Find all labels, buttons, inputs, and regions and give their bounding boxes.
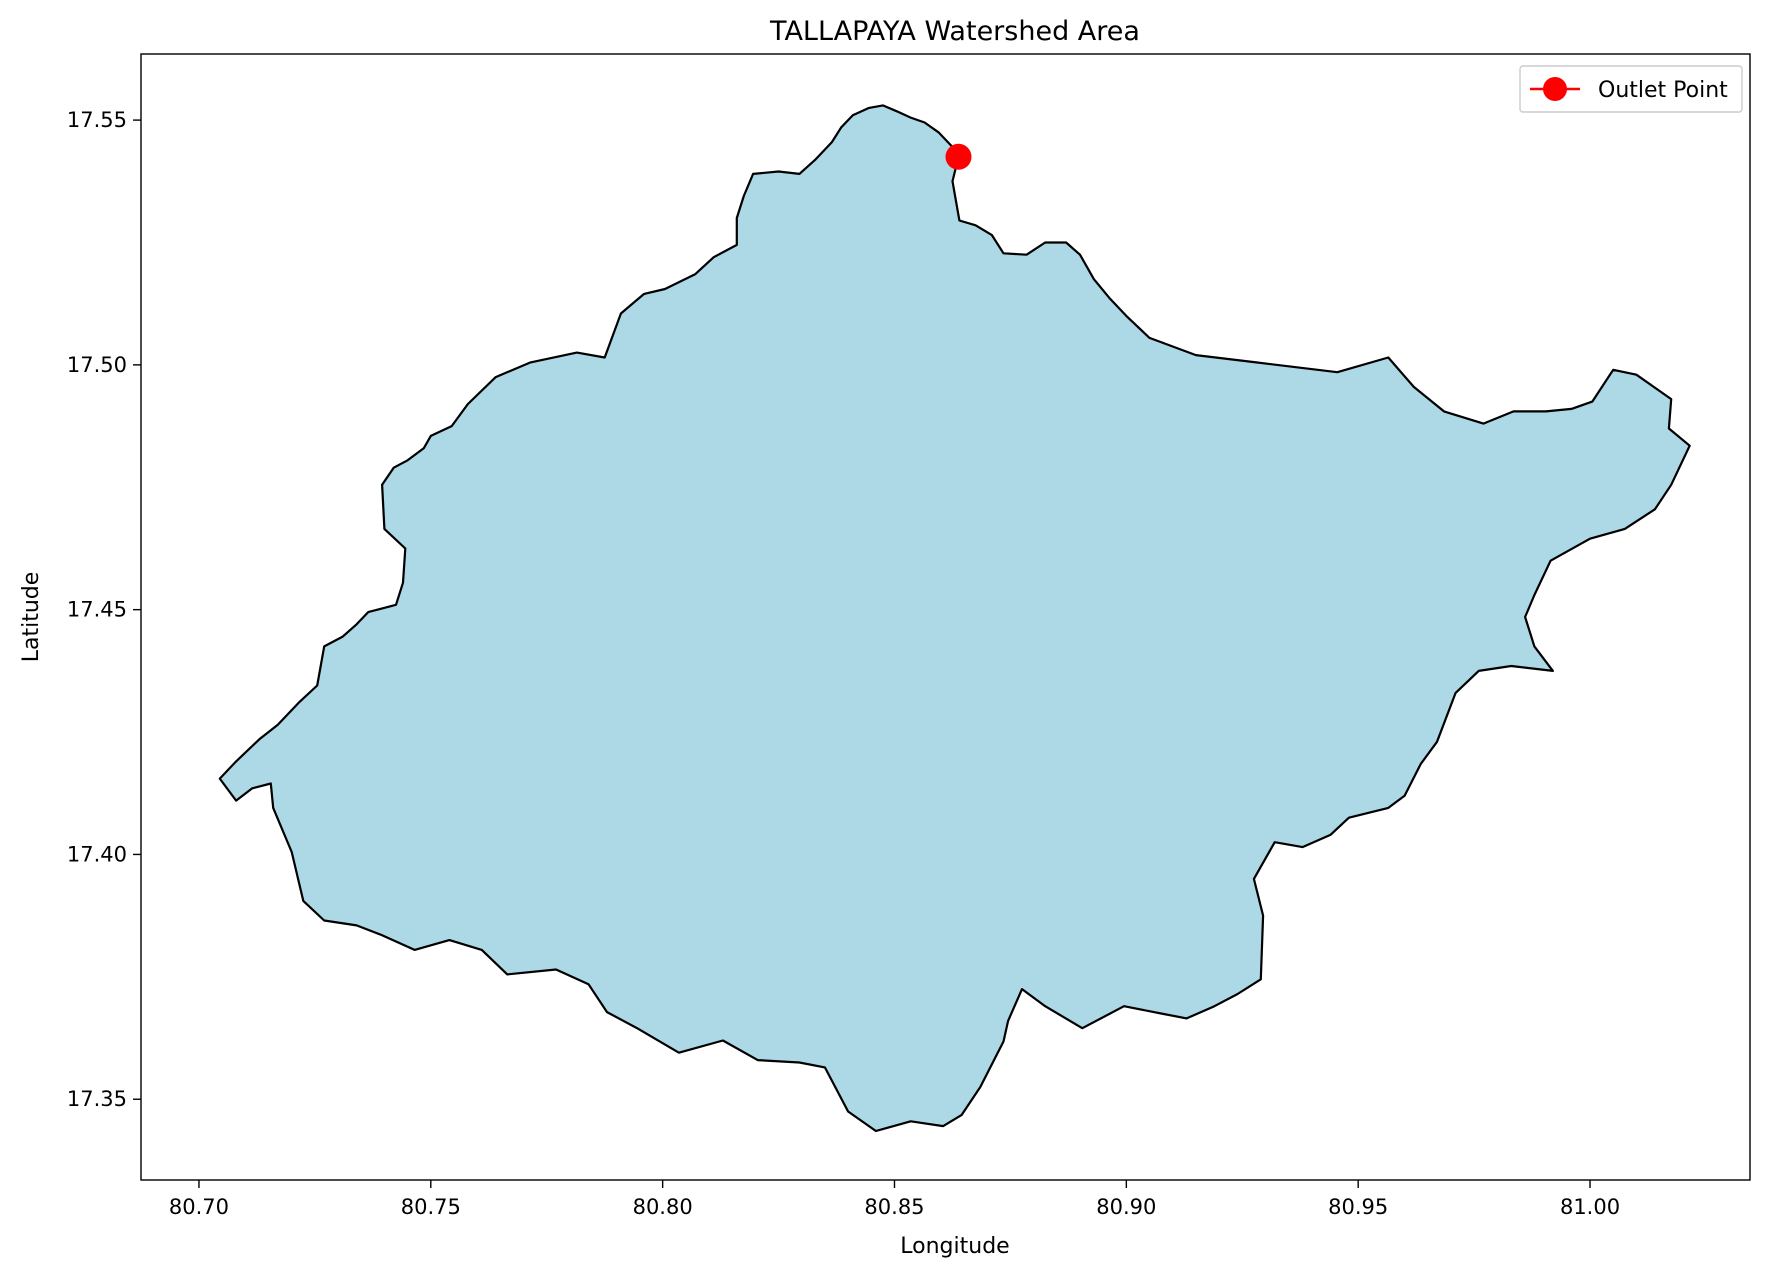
chart-title: TALLAPAYA Watershed Area xyxy=(769,16,1140,47)
y-axis-ticks: 17.35 17.40 17.45 17.50 17.55 xyxy=(67,108,141,1111)
legend-marker-swatch xyxy=(1543,77,1567,101)
watershed-polygon xyxy=(218,104,1691,1133)
x-tick-label: 80.75 xyxy=(401,1195,461,1219)
legend-box xyxy=(1519,65,1743,113)
y-tick-label: 17.35 xyxy=(67,1087,127,1111)
legend: Outlet Point xyxy=(1519,65,1743,113)
x-axis-label: Longitude xyxy=(900,1234,1009,1259)
y-tick-label: 17.40 xyxy=(67,842,127,866)
x-axis-ticks: 80.70 80.75 80.80 80.85 80.90 80.95 81.00 xyxy=(169,1180,1620,1219)
y-axis-label: Latitude xyxy=(19,572,44,663)
outlet-point-marker xyxy=(945,143,972,170)
legend-label-outlet-point: Outlet Point xyxy=(1598,78,1728,103)
x-tick-label: 80.85 xyxy=(864,1195,924,1219)
axes-frame xyxy=(140,53,1751,1181)
y-tick-label: 17.45 xyxy=(67,598,127,622)
y-tick-label: 17.50 xyxy=(67,353,127,377)
x-tick-label: 80.95 xyxy=(1328,1195,1388,1219)
y-tick-label: 17.55 xyxy=(67,108,127,132)
x-tick-label: 80.80 xyxy=(633,1195,693,1219)
x-tick-label: 80.90 xyxy=(1096,1195,1156,1219)
x-tick-label: 81.00 xyxy=(1560,1195,1620,1219)
x-tick-label: 80.70 xyxy=(169,1195,229,1219)
plot-area xyxy=(218,104,1691,1133)
